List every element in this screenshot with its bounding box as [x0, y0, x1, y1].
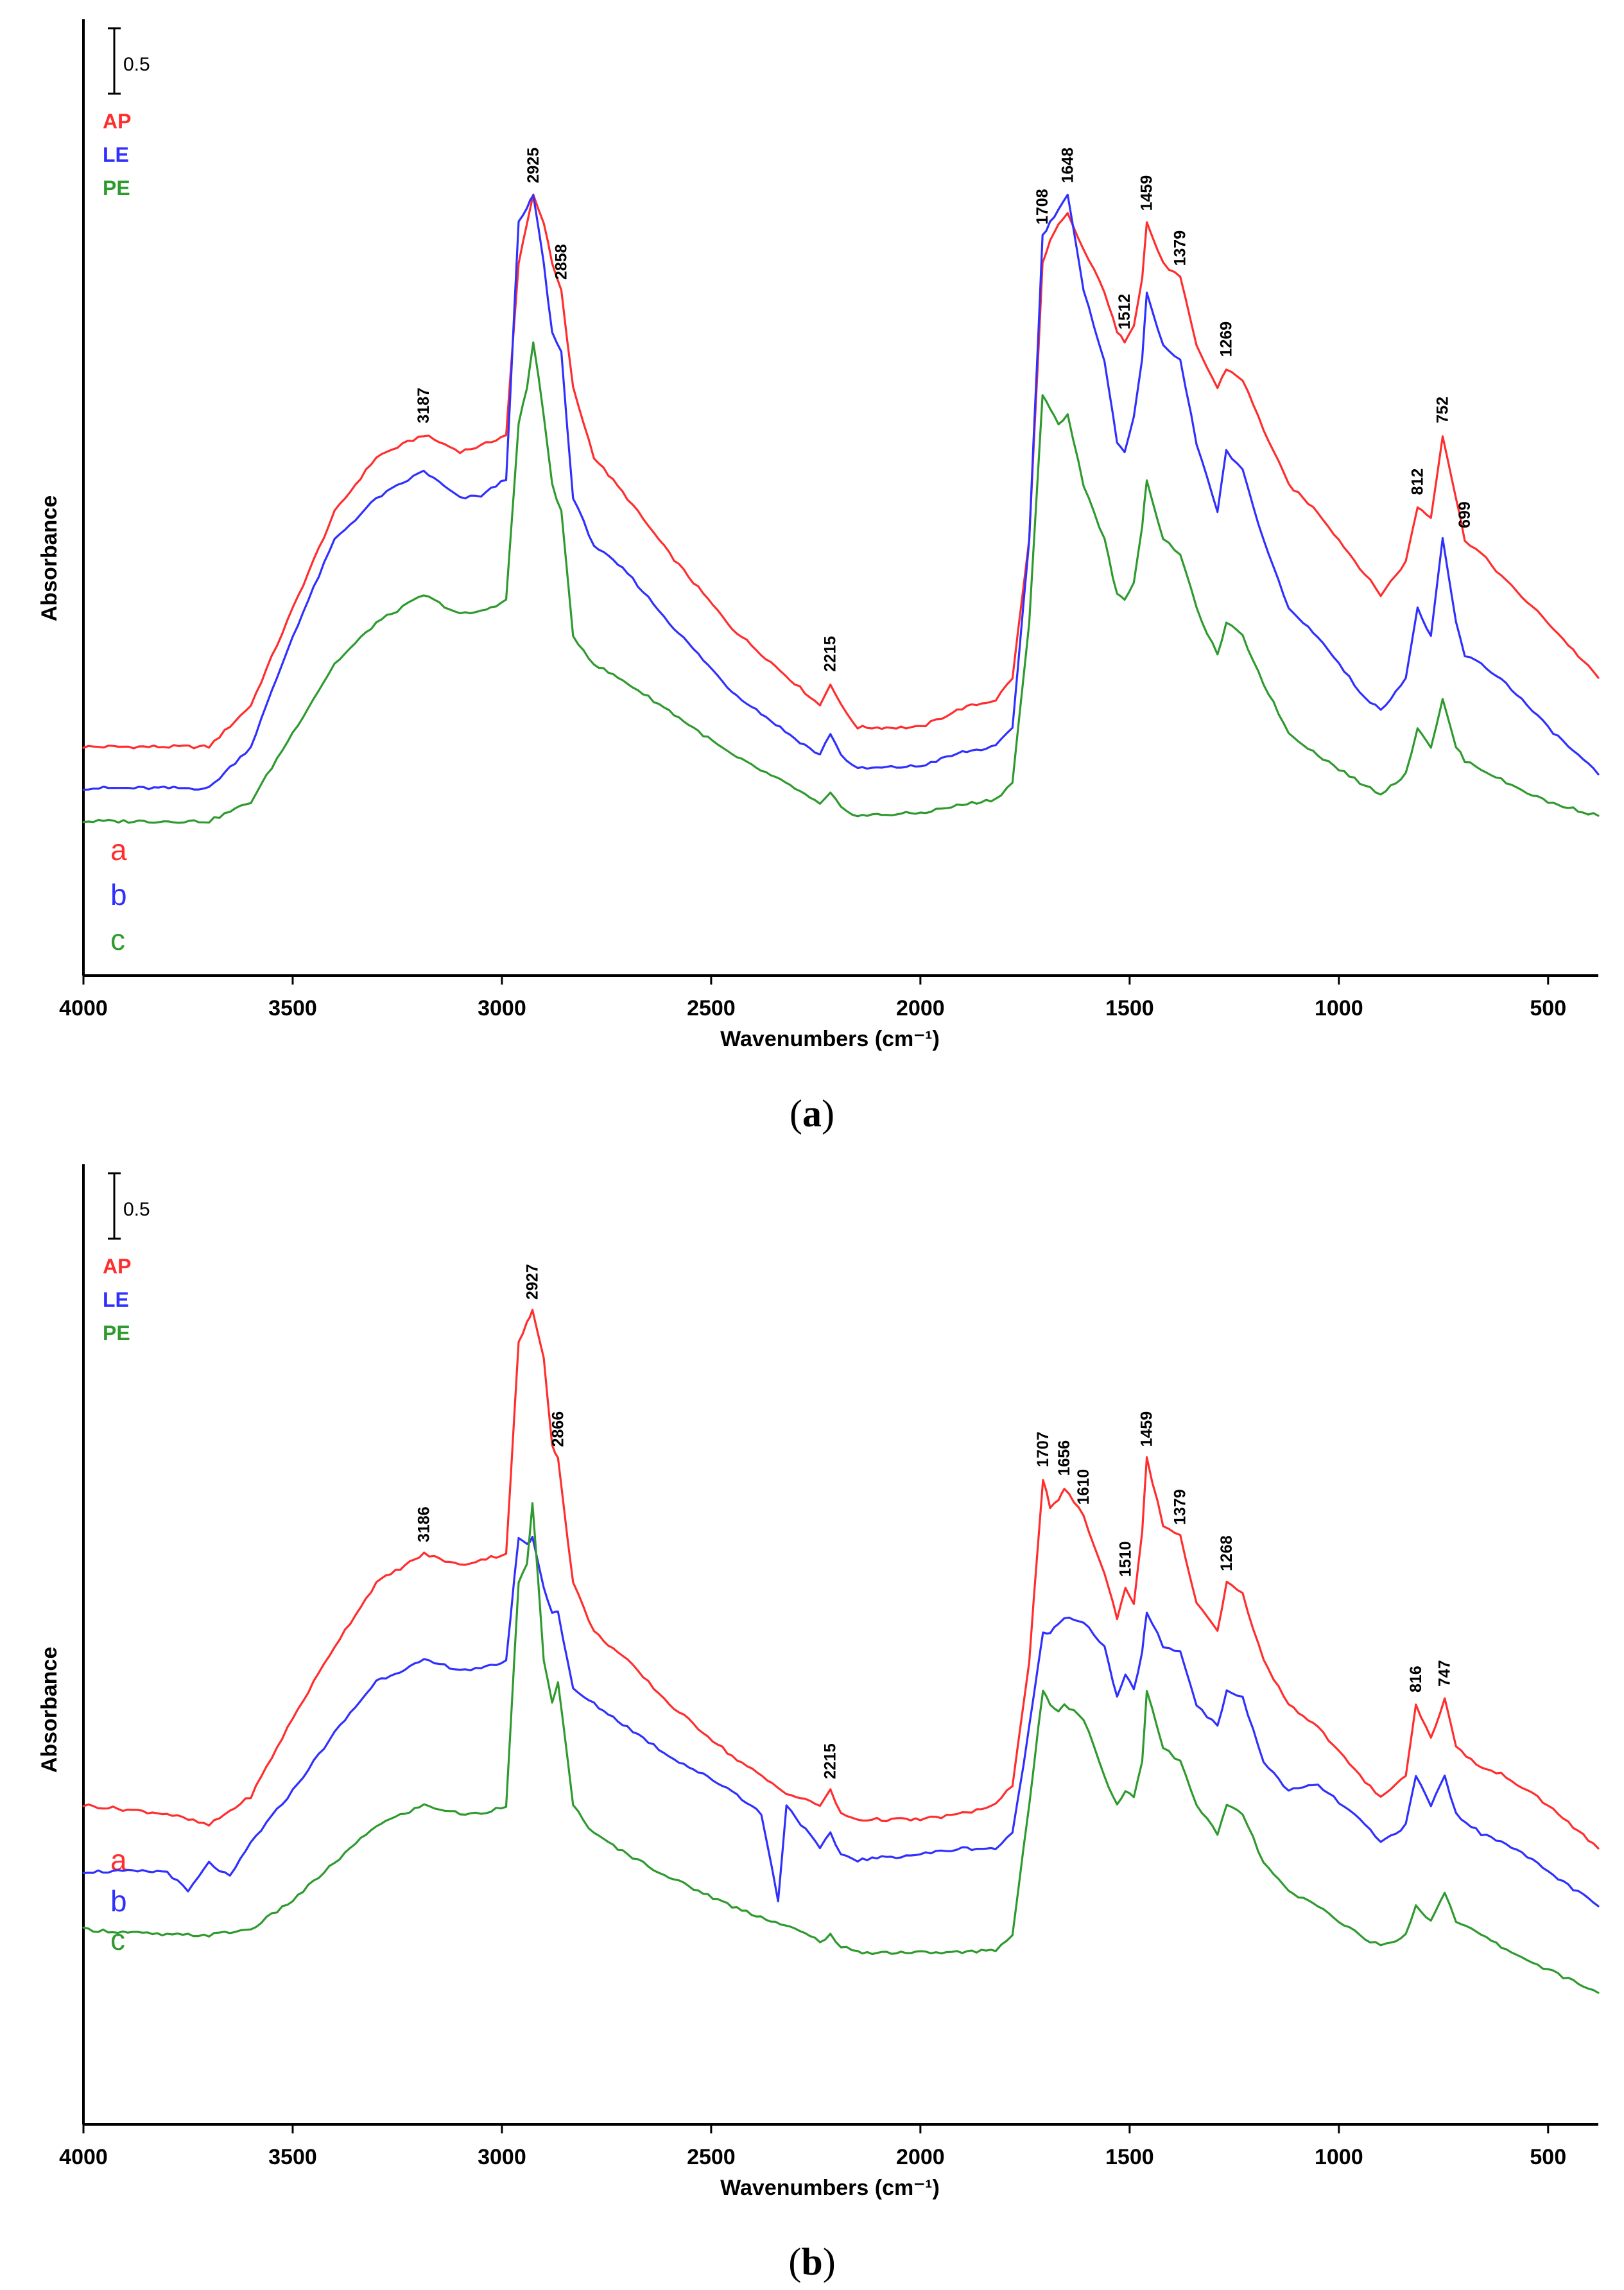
- ftir-chart-b: 0.5 AP LE PE Absorbance Wavenumbers (cm⁻…: [37, 1164, 1600, 2283]
- x-ticks: 4000 3500 3000 2500 2000 1500 1000 500: [59, 976, 1566, 1020]
- peak-label: 2927: [524, 1264, 542, 1300]
- scale-bar: 0.5: [108, 1172, 150, 1240]
- legend-pe: PE: [103, 176, 130, 200]
- curve-letter-c: c: [110, 1923, 125, 1956]
- x-tick-label: 2500: [687, 996, 736, 1020]
- legend: AP LE PE: [103, 110, 131, 200]
- curve-letter-b: b: [110, 878, 127, 911]
- scale-bar: 0.5: [108, 27, 150, 95]
- series-line-le: [82, 1535, 1600, 1907]
- peak-label: 1268: [1218, 1535, 1236, 1571]
- chart-panel-b: 0.5 AP LE PE Absorbance Wavenumbers (cm⁻…: [0, 1145, 1624, 2290]
- legend-ap: AP: [103, 1255, 131, 1278]
- peak-label: 1459: [1138, 175, 1156, 211]
- series-curves: [82, 193, 1600, 824]
- x-axis-title: Wavenumbers (cm⁻¹): [720, 1027, 940, 1051]
- peak-label: 2215: [822, 1743, 840, 1779]
- series-line-ap: [82, 1309, 1600, 1850]
- x-tick-label: 500: [1530, 2145, 1566, 2169]
- peak-label: 2925: [524, 148, 542, 184]
- x-tick-label: 500: [1530, 996, 1566, 1020]
- x-ticks: 4000 3500 3000 2500 2000 1500 1000 500: [59, 2124, 1566, 2169]
- peak-label: 1269: [1217, 322, 1235, 357]
- series-line-le: [82, 193, 1600, 791]
- x-tick-label: 1000: [1315, 2145, 1363, 2169]
- chart-panel-a: 0.5 AP LE PE Absorbance Wavenumbers (cm⁻…: [0, 0, 1624, 1142]
- caption-b: (b): [788, 2241, 835, 2283]
- peak-label: 1510: [1116, 1541, 1134, 1577]
- series-line-pe: [82, 1502, 1600, 1994]
- peak-label: 3186: [415, 1506, 433, 1542]
- peak-label: 1379: [1171, 1489, 1189, 1525]
- x-axis-title: Wavenumbers (cm⁻¹): [720, 2176, 940, 2200]
- peak-label: 1656: [1055, 1440, 1073, 1476]
- legend-ap: AP: [103, 110, 131, 133]
- scale-bar-label: 0.5: [123, 1199, 150, 1220]
- curve-letter-c: c: [110, 923, 125, 956]
- x-tick-label: 3000: [478, 996, 526, 1020]
- x-tick-label: 1500: [1105, 996, 1154, 1020]
- peak-labels: 3187 2925 2858 2215 1708 1648 1512 1459 1379 1269…: [415, 148, 1474, 672]
- x-tick-label: 2000: [896, 996, 945, 1020]
- legend-le: LE: [103, 1288, 129, 1311]
- peak-label: 2858: [553, 244, 571, 280]
- peak-label: 812: [1408, 469, 1426, 495]
- x-tick-label: 2500: [687, 2145, 736, 2169]
- peak-label: 2866: [549, 1411, 567, 1447]
- legend: AP LE PE: [103, 1255, 131, 1345]
- x-tick-label: 3000: [478, 2145, 526, 2169]
- peak-label: 699: [1456, 501, 1474, 528]
- series-line-ap: [82, 193, 1600, 750]
- caption-a: (a): [790, 1092, 834, 1135]
- legend-le: LE: [103, 143, 129, 166]
- x-tick-label: 4000: [59, 2145, 108, 2169]
- peak-label: 1512: [1116, 294, 1134, 330]
- scale-bar-label: 0.5: [123, 54, 150, 75]
- peak-label: 1708: [1033, 189, 1051, 225]
- legend-pe: PE: [103, 1321, 130, 1345]
- x-tick-label: 3500: [268, 2145, 317, 2169]
- peak-label: 1648: [1058, 148, 1076, 184]
- series-curves: [82, 1309, 1600, 1994]
- x-tick-label: 1500: [1105, 2145, 1154, 2169]
- y-axis-title: Absorbance: [37, 495, 62, 622]
- peak-label: 1379: [1171, 230, 1189, 266]
- peak-label: 816: [1407, 1666, 1425, 1692]
- peak-label: 2215: [822, 636, 840, 672]
- peak-label: 1707: [1034, 1431, 1052, 1467]
- peak-label: 3187: [415, 388, 433, 424]
- peak-label: 747: [1436, 1660, 1454, 1687]
- x-tick-label: 4000: [59, 996, 108, 1020]
- peak-label: 752: [1434, 397, 1452, 424]
- ftir-chart-a: 0.5 AP LE PE Absorbance Wavenumbers (cm⁻…: [37, 19, 1600, 1135]
- curve-letter-b: b: [110, 1884, 127, 1918]
- x-tick-label: 2000: [896, 2145, 945, 2169]
- x-tick-label: 1000: [1315, 996, 1363, 1020]
- curve-letter-a: a: [110, 833, 127, 866]
- peak-label: 1610: [1075, 1469, 1093, 1505]
- x-tick-label: 3500: [268, 996, 317, 1020]
- peak-label: 1459: [1138, 1411, 1156, 1447]
- y-axis-title: Absorbance: [37, 1647, 62, 1773]
- series-line-pe: [82, 341, 1600, 824]
